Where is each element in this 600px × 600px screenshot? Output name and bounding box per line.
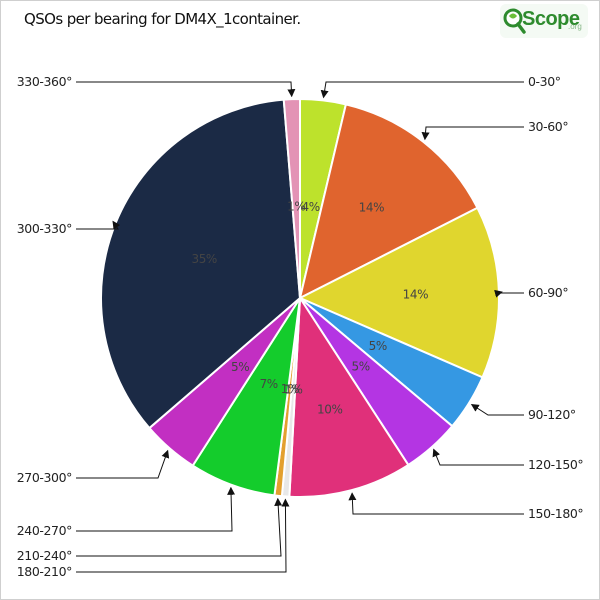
- callout-line: [76, 498, 290, 573]
- category-label: 90-120°: [528, 407, 576, 422]
- category-label: 270-300°: [17, 470, 72, 485]
- callout-line: [348, 492, 524, 515]
- pie-percent-label: 14%: [359, 200, 384, 214]
- callout-line: [320, 81, 524, 99]
- category-label: 210-240°: [17, 548, 72, 563]
- callout-line: [432, 448, 524, 466]
- callouts-layer: 0-30° 30-60° 60-90° 90-120° 120-150° 150-180°…: [17, 74, 584, 579]
- logo-text: Scope: [522, 8, 580, 30]
- callout-line: [76, 449, 170, 479]
- pie-percent-label: 35%: [191, 252, 216, 266]
- callout-line: [470, 403, 524, 416]
- percent-labels-layer: 4% 14%14%5%5%10%1%1%7%5%35%1%: [191, 200, 428, 417]
- pie-slice-330-360: [282, 97, 301, 299]
- category-label: 150-180°: [528, 506, 583, 521]
- magnifier-icon: [503, 8, 526, 34]
- category-label: 180-210°: [17, 564, 72, 579]
- callout-line: [76, 497, 283, 557]
- category-label: 120-150°: [528, 457, 583, 472]
- category-label: 0-30°: [528, 74, 561, 89]
- chart-title: QSOs per bearing for DM4X_1container.: [24, 10, 301, 28]
- category-label: 60-90°: [528, 285, 568, 300]
- pie-slice-150-180: [288, 294, 410, 499]
- qscope-logo: Scope .org: [500, 4, 588, 38]
- pie-percent-label: 10%: [317, 403, 342, 417]
- logo-suffix: .org: [568, 22, 582, 31]
- callout-line: [76, 486, 236, 532]
- category-label: 30-60°: [528, 119, 568, 134]
- pie-percent-label: 7%: [260, 377, 278, 391]
- pie-percent-label: 4%: [301, 200, 319, 214]
- pie-percent-label: 1%: [284, 382, 302, 396]
- callout-line: [76, 81, 296, 98]
- pie-slice-30-60: [298, 103, 479, 300]
- pie-percent-label: 5%: [369, 339, 387, 353]
- callout-line: [76, 220, 121, 230]
- category-label: 300-330°: [17, 221, 72, 236]
- pie-percent-label: 5%: [231, 360, 249, 374]
- pie-percent-label: 1%: [287, 200, 305, 214]
- pie-percent-label: 5%: [351, 360, 369, 374]
- callout-line: [421, 126, 524, 141]
- category-label: 330-360°: [17, 74, 72, 89]
- pie-percent-label: 1%: [281, 382, 299, 396]
- slices-layer: [100, 97, 501, 499]
- pie-percent-label: 14%: [403, 288, 428, 302]
- callout-line: [494, 289, 524, 298]
- category-label: 240-270°: [17, 523, 72, 538]
